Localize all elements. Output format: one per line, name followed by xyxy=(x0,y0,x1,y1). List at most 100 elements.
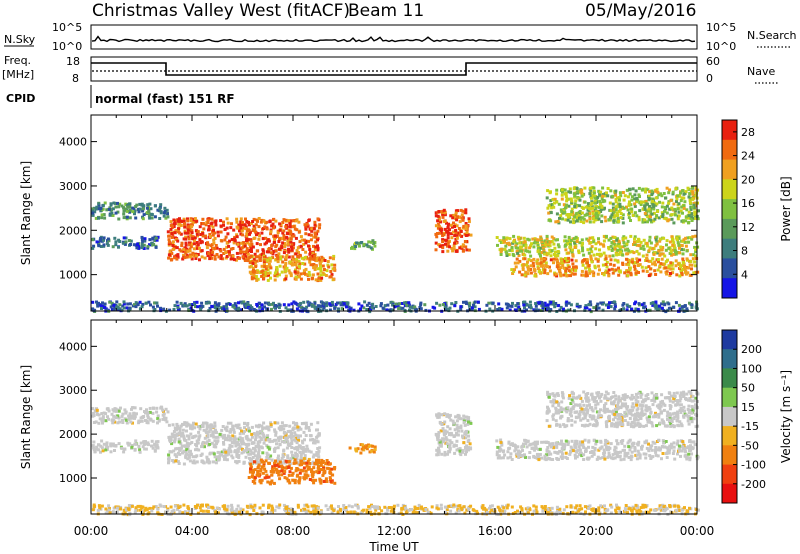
data-cell xyxy=(247,452,251,456)
data-cell xyxy=(612,215,616,219)
data-cell xyxy=(469,447,473,451)
data-cell xyxy=(631,214,635,217)
data-cell xyxy=(639,200,643,204)
data-cell xyxy=(594,206,598,210)
data-cell xyxy=(284,436,288,440)
data-cell xyxy=(365,308,369,311)
data-cell xyxy=(277,240,281,243)
data-cell xyxy=(284,225,288,229)
data-cell xyxy=(448,450,452,454)
data-cell xyxy=(252,480,256,483)
data-cell xyxy=(239,223,243,227)
data-cell xyxy=(247,220,250,224)
data-cell xyxy=(135,412,138,416)
data-cell xyxy=(290,450,294,454)
data-cell xyxy=(314,235,318,239)
data-cell xyxy=(278,222,282,226)
data-cell xyxy=(132,412,136,416)
data-cell xyxy=(96,304,100,308)
data-cell xyxy=(227,434,231,438)
data-cell xyxy=(225,425,229,429)
data-cell xyxy=(601,194,605,198)
data-cell xyxy=(216,450,220,454)
data-cell xyxy=(295,260,299,264)
data-cell xyxy=(632,243,635,246)
data-cell xyxy=(110,418,114,422)
data-cell xyxy=(296,446,300,450)
data-cell xyxy=(179,442,183,446)
data-cell xyxy=(633,211,637,215)
data-cell xyxy=(649,301,653,305)
data-cell xyxy=(211,433,215,437)
data-cell xyxy=(533,237,537,241)
data-cell xyxy=(153,449,157,453)
data-cell xyxy=(108,206,112,210)
data-cell xyxy=(226,232,230,236)
colorbar-tick-label: 24 xyxy=(741,150,755,163)
data-cell xyxy=(172,308,176,311)
data-cell xyxy=(284,433,288,437)
data-cell xyxy=(643,207,647,211)
data-cell xyxy=(457,231,461,235)
data-cell xyxy=(440,452,444,456)
data-cell xyxy=(549,254,553,258)
data-cell xyxy=(536,241,539,245)
data-cell xyxy=(309,238,313,242)
data-cell xyxy=(267,447,271,451)
data-cell xyxy=(672,241,676,245)
data-cell xyxy=(109,203,113,207)
data-cell xyxy=(590,205,594,209)
data-cell xyxy=(244,306,248,309)
data-cell xyxy=(664,196,667,200)
data-cell xyxy=(235,423,239,427)
data-cell xyxy=(217,302,221,306)
data-cell xyxy=(637,218,641,222)
data-cell xyxy=(269,230,273,234)
data-cell xyxy=(258,234,262,238)
data-cell xyxy=(644,266,648,270)
data-cell xyxy=(526,237,530,241)
data-cell xyxy=(293,270,297,274)
data-cell xyxy=(301,248,305,251)
data-cell xyxy=(172,440,176,444)
data-cell xyxy=(680,205,684,209)
data-cell xyxy=(248,448,252,452)
data-cell xyxy=(534,302,538,305)
data-cell xyxy=(250,250,253,253)
data-cell xyxy=(258,305,262,309)
data-cell xyxy=(289,237,293,241)
data-cell xyxy=(537,246,541,250)
data-cell xyxy=(180,241,184,245)
data-cell xyxy=(687,221,690,225)
data-cell xyxy=(257,225,261,229)
data-cell xyxy=(634,271,638,275)
data-cell xyxy=(314,278,318,282)
data-cell xyxy=(318,226,321,230)
data-cell xyxy=(245,220,249,224)
data-cell xyxy=(690,212,694,216)
data-cell xyxy=(242,241,246,245)
data-cell xyxy=(616,248,620,252)
data-cell xyxy=(576,190,579,194)
data-cell xyxy=(178,446,182,450)
data-cell xyxy=(598,192,602,196)
data-cell xyxy=(249,308,253,312)
data-cell xyxy=(669,272,672,275)
data-cell xyxy=(638,195,641,198)
data-cell xyxy=(559,442,563,446)
data-cell xyxy=(153,239,157,243)
data-cell xyxy=(91,207,95,211)
data-cell xyxy=(170,432,174,436)
data-cell xyxy=(152,243,156,246)
data-cell xyxy=(139,407,143,411)
data-cell xyxy=(463,423,467,427)
data-cell xyxy=(115,300,119,304)
data-cell xyxy=(329,479,333,483)
data-cell xyxy=(319,481,323,485)
data-cell xyxy=(546,240,550,244)
data-cell xyxy=(274,219,278,223)
data-cell xyxy=(144,301,148,305)
data-cell xyxy=(301,441,305,445)
data-cell xyxy=(621,245,625,249)
data-cell xyxy=(587,266,591,269)
